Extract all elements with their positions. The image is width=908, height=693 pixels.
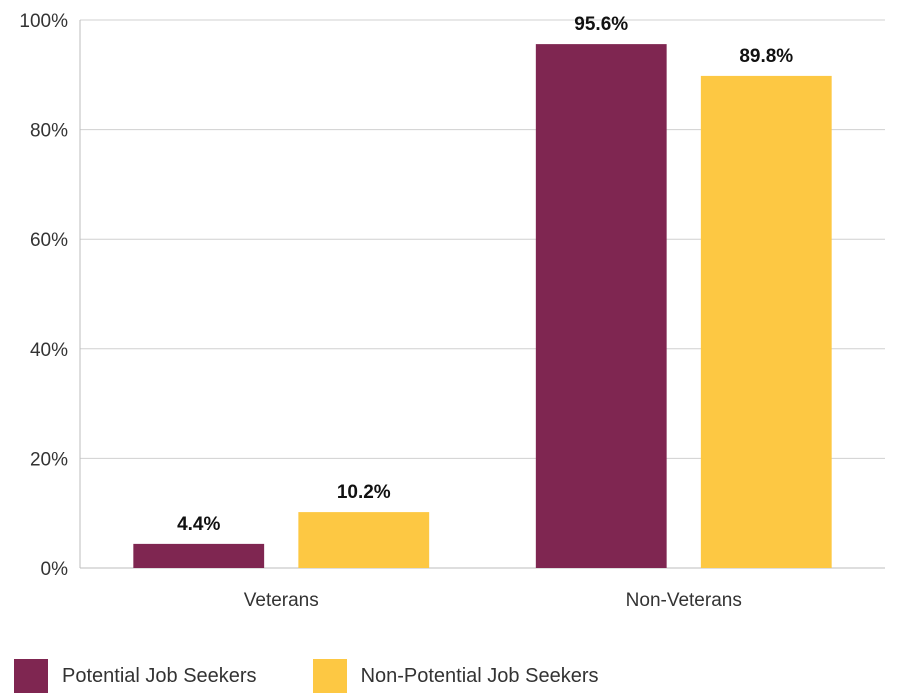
bar-chart: 0% 20% 40% 60% 80% 100% 4.4% 10.2% 95.6% 89.8% V… [0, 0, 908, 650]
x-tick-label-veterans: Veterans [244, 590, 319, 611]
legend-swatch-non-potential [313, 659, 347, 693]
y-tick-label-40: 40% [30, 340, 68, 361]
data-label-potential-non-veterans: 95.6% [574, 14, 628, 35]
legend: Potential Job Seekers Non-Potential Job … [14, 660, 654, 692]
bar-non-potential-veterans [298, 512, 429, 568]
y-axis: 0% 20% 40% 60% 80% 100% [19, 11, 68, 580]
legend-swatch-potential [14, 659, 48, 693]
y-tick-label-60: 60% [30, 230, 68, 251]
legend-item-non-potential: Non-Potential Job Seekers [313, 659, 599, 693]
bar-potential-veterans [133, 544, 264, 568]
x-axis: Veterans Non-Veterans [244, 590, 742, 611]
bar-non-potential-non-veterans [701, 76, 832, 568]
y-tick-label-0: 0% [41, 559, 69, 580]
y-tick-label-100: 100% [19, 11, 68, 32]
bar-potential-non-veterans [536, 44, 667, 568]
x-tick-label-non-veterans: Non-Veterans [626, 590, 742, 611]
y-tick-label-80: 80% [30, 121, 68, 142]
data-label-potential-veterans: 4.4% [177, 514, 220, 535]
y-tick-label-20: 20% [30, 449, 68, 470]
data-label-non-potential-veterans: 10.2% [337, 482, 391, 503]
legend-label-potential: Potential Job Seekers [62, 665, 257, 688]
data-label-non-potential-non-veterans: 89.8% [739, 46, 793, 67]
bars [133, 44, 831, 568]
legend-label-non-potential: Non-Potential Job Seekers [361, 665, 599, 688]
legend-item-potential: Potential Job Seekers [14, 659, 257, 693]
